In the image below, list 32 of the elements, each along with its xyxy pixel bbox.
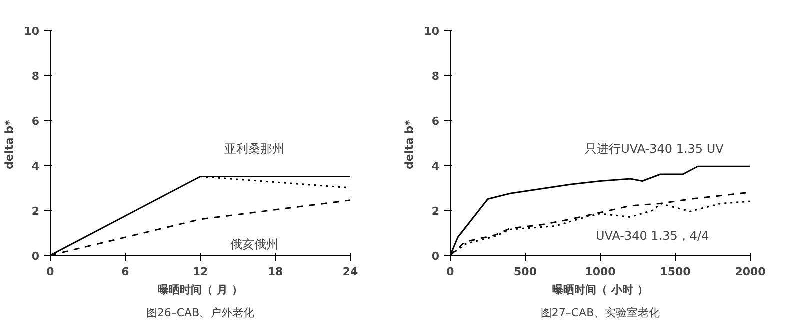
y-tick-label: 8 bbox=[32, 70, 40, 83]
y-tick-label: 0 bbox=[432, 250, 440, 263]
x-tick-label: 500 bbox=[514, 266, 538, 278]
series-label: 亚利桑那州 bbox=[224, 142, 284, 156]
y-tick-label: 4 bbox=[432, 160, 440, 173]
x-tick-label: 2000 bbox=[735, 266, 766, 278]
y-tick-label: 4 bbox=[32, 160, 40, 173]
y-axis-title: delta b* bbox=[403, 120, 416, 170]
series-label: 只进行UVA-340 1.35 UV bbox=[585, 142, 725, 156]
x-tick-label: 18 bbox=[268, 266, 284, 278]
x-tick-label: 0 bbox=[46, 266, 55, 278]
y-tick-label: 10 bbox=[24, 25, 40, 38]
y-tick-label: 8 bbox=[432, 70, 440, 83]
y-tick-label: 6 bbox=[32, 115, 40, 128]
x-tick-label: 1000 bbox=[585, 266, 616, 278]
x-axis-title: 曝晒时间（ 小时 ） bbox=[552, 284, 648, 296]
caption: 图27–CAB、实验室老化 bbox=[540, 306, 660, 320]
x-tick-label: 0 bbox=[446, 266, 455, 278]
x-tick-label: 1500 bbox=[660, 266, 692, 278]
x-tick-label: 6 bbox=[122, 266, 130, 278]
y-tick-label: 2 bbox=[32, 205, 40, 218]
y-axis-title: delta b* bbox=[3, 120, 16, 170]
series-label: 俄亥俄州 bbox=[230, 238, 278, 252]
y-tick-label: 0 bbox=[32, 250, 40, 263]
y-tick-label: 10 bbox=[424, 25, 440, 38]
series-label: UVA-340 1.35，4/4 bbox=[596, 229, 710, 244]
y-tick-label: 6 bbox=[432, 115, 440, 128]
y-tick-label: 2 bbox=[432, 205, 440, 218]
x-tick-label: 24 bbox=[342, 266, 358, 278]
x-tick-label: 12 bbox=[192, 266, 208, 278]
x-axis-title: 曝晒时间（ 月 ） bbox=[158, 284, 243, 296]
caption: 图26–CAB、户外老化 bbox=[146, 306, 255, 320]
